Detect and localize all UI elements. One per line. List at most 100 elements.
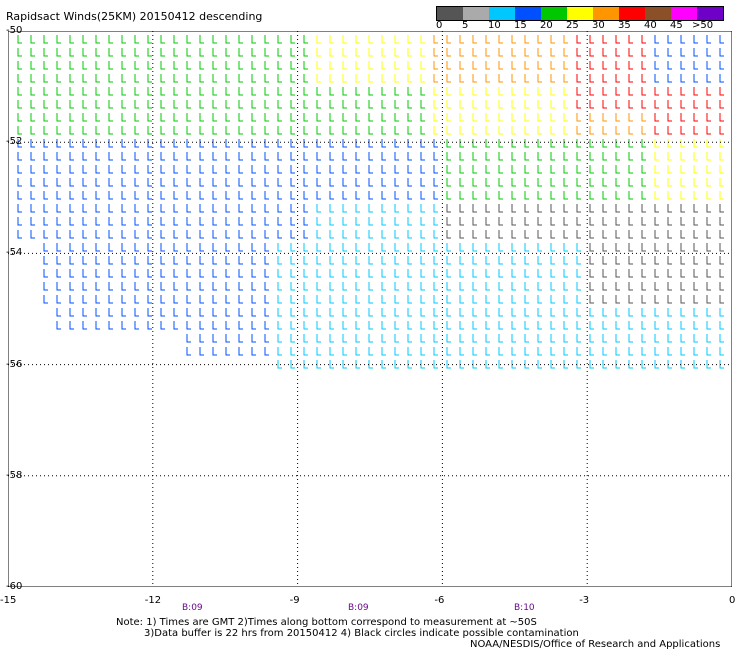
wind-barb xyxy=(576,126,581,135)
wind-barb xyxy=(160,178,165,187)
wind-barb xyxy=(160,74,165,83)
wind-barb xyxy=(95,204,100,213)
wind-barb xyxy=(147,295,152,304)
wind-barb xyxy=(56,165,61,174)
wind-barb xyxy=(108,139,113,148)
wind-barb xyxy=(667,74,672,83)
wind-barb xyxy=(641,334,646,343)
wind-barb xyxy=(290,269,295,278)
wind-barb xyxy=(615,87,620,96)
wind-barb xyxy=(290,334,295,343)
wind-barb xyxy=(628,100,633,109)
wind-barb xyxy=(394,152,399,161)
wind-barb xyxy=(407,35,412,44)
wind-barb xyxy=(420,217,425,226)
wind-barb xyxy=(160,308,165,317)
wind-barb xyxy=(719,308,724,317)
wind-barb xyxy=(134,178,139,187)
wind-barb xyxy=(290,204,295,213)
wind-barb xyxy=(225,269,230,278)
wind-barb xyxy=(199,256,204,265)
wind-barb xyxy=(30,191,35,200)
wind-barb xyxy=(576,230,581,239)
wind-barb xyxy=(511,360,516,369)
wind-barb xyxy=(628,165,633,174)
wind-barb xyxy=(394,126,399,135)
wind-barb xyxy=(576,178,581,187)
wind-barb xyxy=(537,204,542,213)
wind-barb xyxy=(537,191,542,200)
map-title: Rapidsact Winds(25KM) 20150412 descendin… xyxy=(6,10,263,23)
wind-barb xyxy=(160,295,165,304)
wind-barb xyxy=(706,308,711,317)
wind-barb xyxy=(329,230,334,239)
wind-barb xyxy=(17,48,22,57)
wind-barb xyxy=(550,360,555,369)
wind-barb xyxy=(277,347,282,356)
wind-barb xyxy=(303,295,308,304)
wind-barb xyxy=(264,334,269,343)
wind-barb xyxy=(381,204,386,213)
wind-barb xyxy=(329,269,334,278)
wind-barb xyxy=(82,165,87,174)
wind-barb xyxy=(186,139,191,148)
wind-barb xyxy=(576,321,581,330)
wind-barb xyxy=(199,230,204,239)
wind-barb xyxy=(225,74,230,83)
wind-barb xyxy=(147,308,152,317)
wind-barb xyxy=(147,256,152,265)
wind-barb xyxy=(485,347,490,356)
wind-barb xyxy=(420,269,425,278)
wind-barb xyxy=(459,269,464,278)
wind-barb xyxy=(381,295,386,304)
wind-barb xyxy=(472,243,477,252)
wind-barb xyxy=(498,165,503,174)
wind-barb xyxy=(121,217,126,226)
wind-barb xyxy=(420,178,425,187)
wind-barb xyxy=(667,87,672,96)
wind-barb xyxy=(472,165,477,174)
wind-barb xyxy=(238,191,243,200)
wind-barb xyxy=(316,295,321,304)
wind-barb xyxy=(56,74,61,83)
wind-barb xyxy=(82,126,87,135)
wind-barb xyxy=(186,113,191,122)
wind-barb xyxy=(95,126,100,135)
wind-barb xyxy=(667,178,672,187)
wind-barb xyxy=(537,347,542,356)
wind-barb xyxy=(212,321,217,330)
wind-barb xyxy=(459,178,464,187)
wind-barb xyxy=(238,74,243,83)
wind-barb xyxy=(342,295,347,304)
wind-barb xyxy=(589,113,594,122)
wind-barb xyxy=(43,178,48,187)
wind-barb xyxy=(485,139,490,148)
wind-barb xyxy=(576,48,581,57)
wind-barb xyxy=(667,217,672,226)
wind-barb xyxy=(511,308,516,317)
latitude-label: -52 xyxy=(6,136,23,148)
wind-barb xyxy=(290,360,295,369)
wind-barb xyxy=(628,360,633,369)
wind-barb xyxy=(251,256,256,265)
wind-barb xyxy=(186,48,191,57)
wind-barb xyxy=(524,347,529,356)
wind-barb xyxy=(446,295,451,304)
wind-barb xyxy=(43,191,48,200)
wind-barb xyxy=(511,282,516,291)
wind-barb xyxy=(420,295,425,304)
wind-barb xyxy=(550,61,555,70)
wind-barb xyxy=(160,152,165,161)
wind-barb xyxy=(550,191,555,200)
wind-barb xyxy=(277,61,282,70)
wind-barb xyxy=(576,74,581,83)
wind-barb xyxy=(56,139,61,148)
wind-barb xyxy=(82,295,87,304)
wind-barb xyxy=(550,256,555,265)
wind-barb xyxy=(160,139,165,148)
wind-barb xyxy=(407,126,412,135)
wind-barb xyxy=(199,35,204,44)
wind-barb xyxy=(498,360,503,369)
wind-barb xyxy=(381,334,386,343)
wind-barb xyxy=(69,100,74,109)
